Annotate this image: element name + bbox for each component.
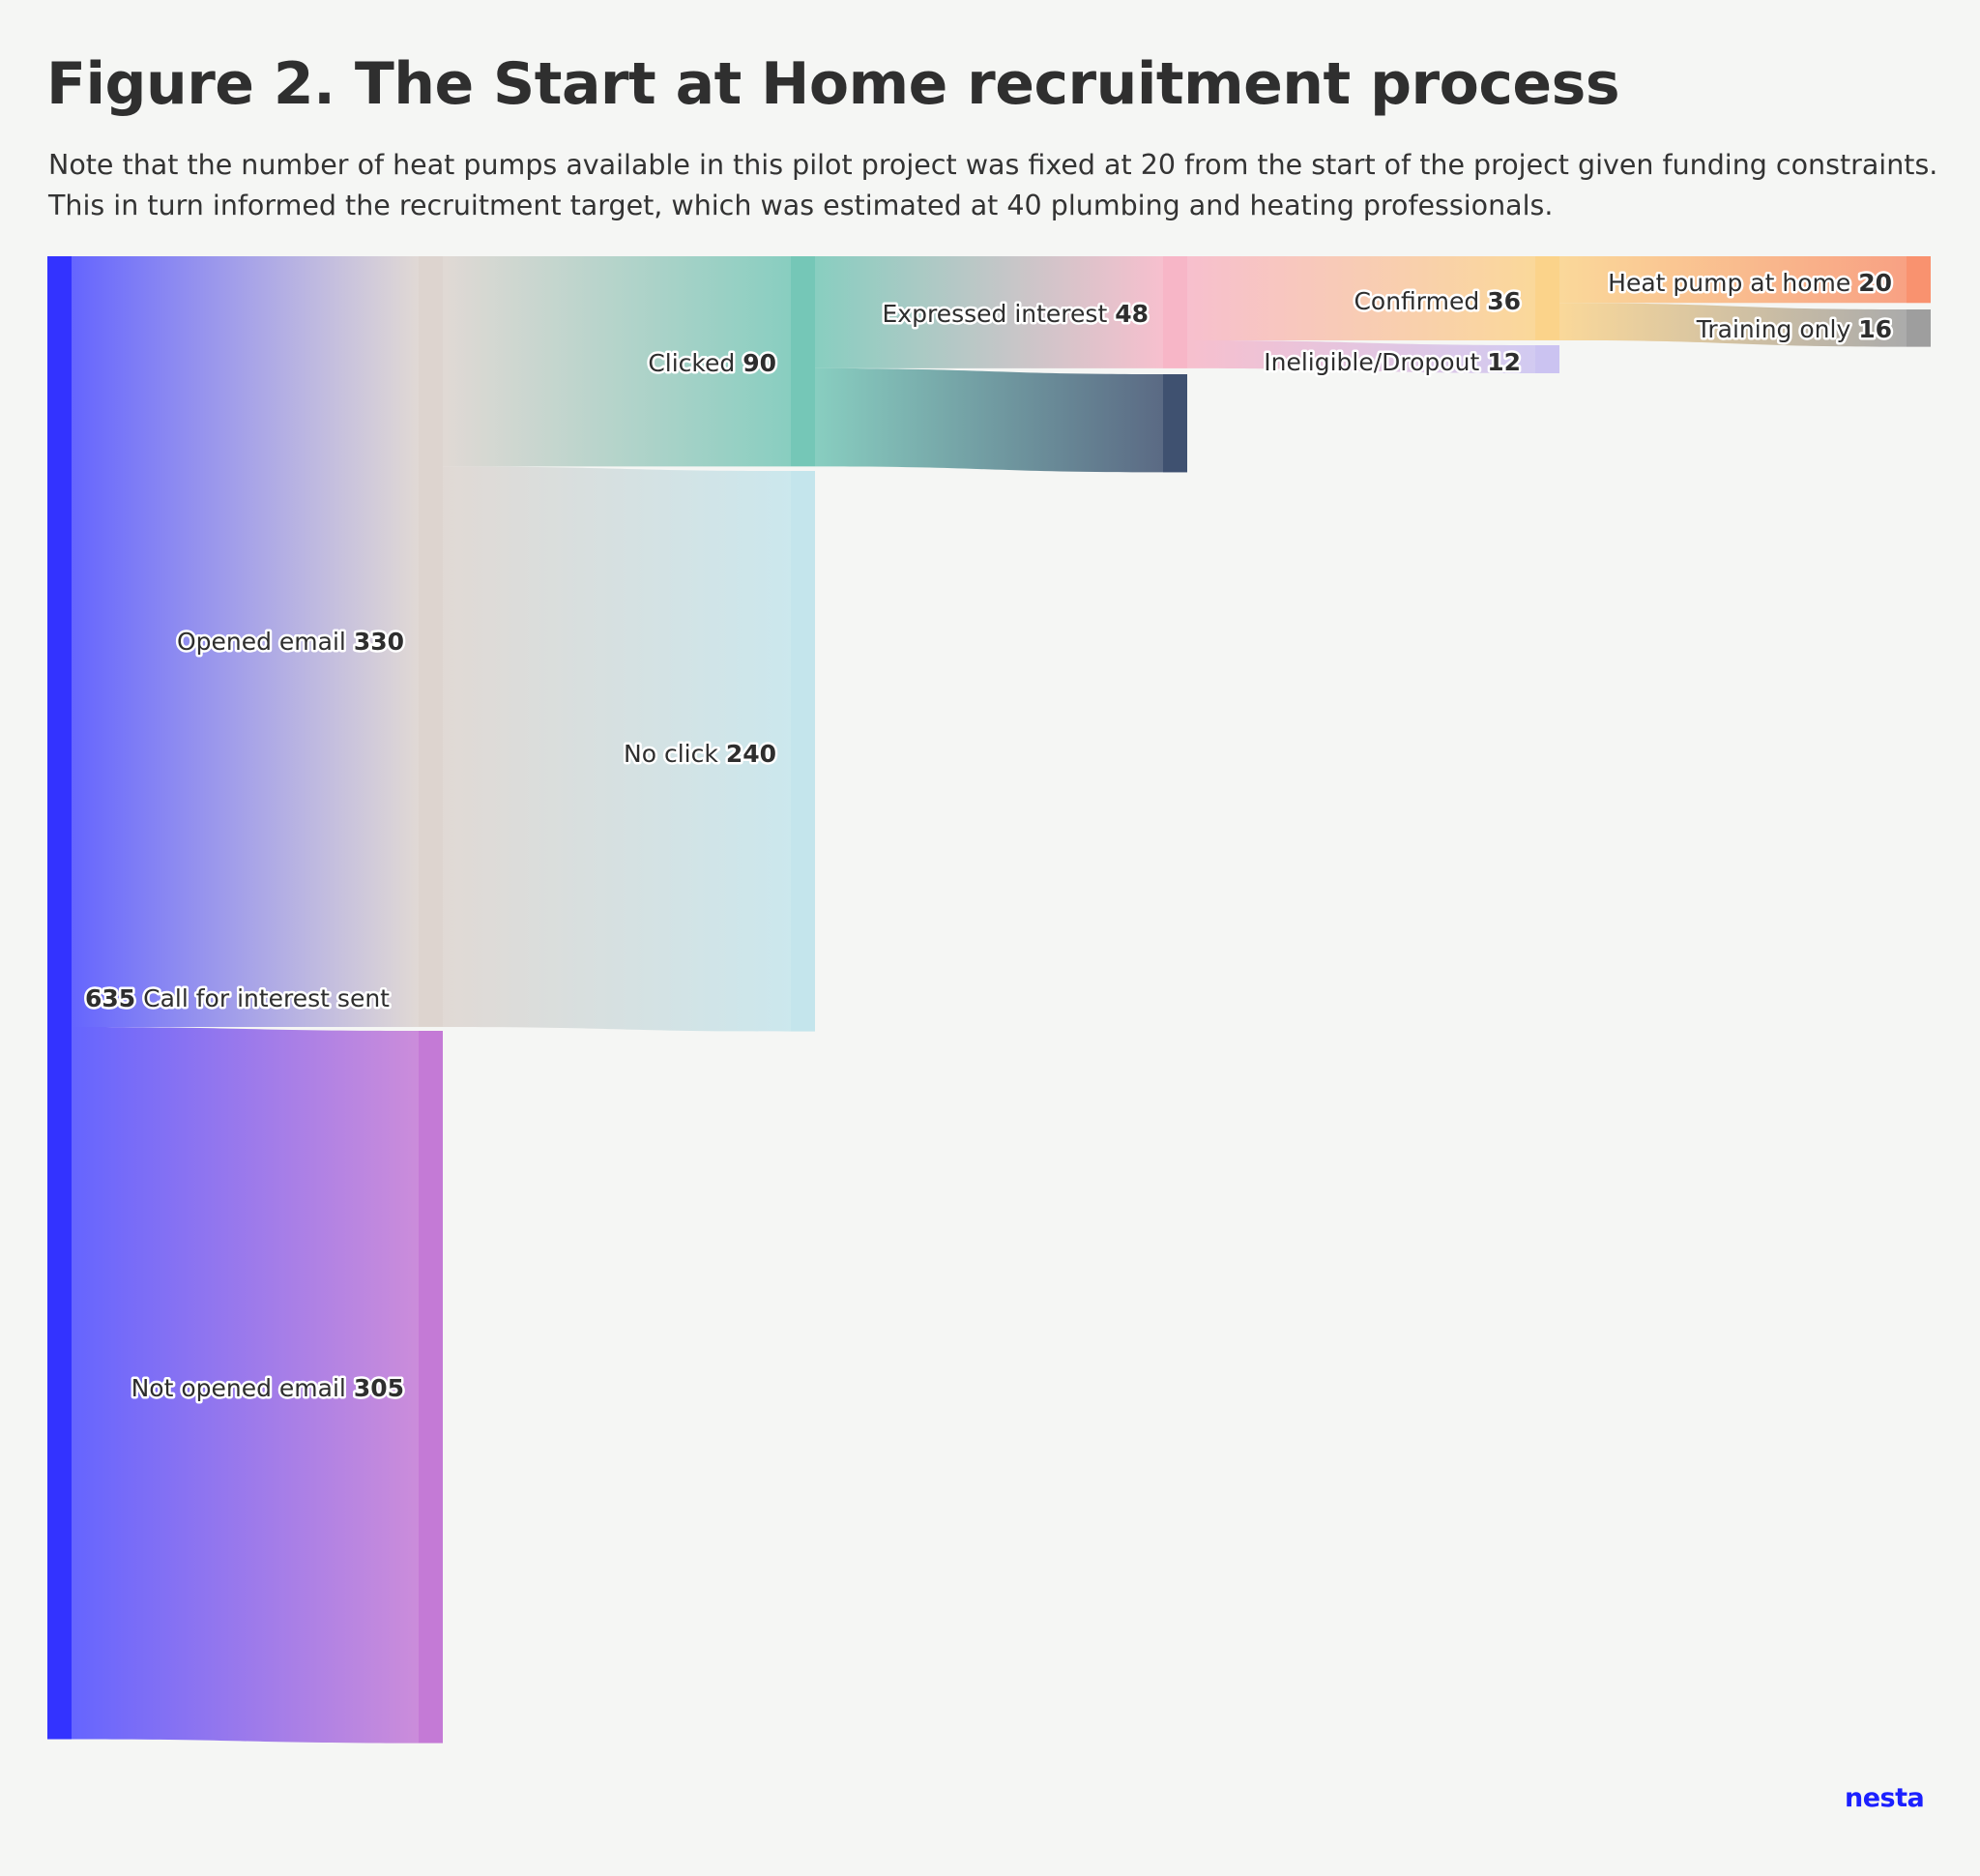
label-text: Opened email [177,628,346,656]
label-value: 305 [354,1374,404,1402]
label-value: 240 [726,740,776,768]
node-training [1907,309,1931,347]
chart-title: Figure 2. The Start at Home recruitment … [46,50,1620,118]
label-value: 36 [1487,287,1521,315]
labels-layer: 635 Call for interest sent Opened email 3… [83,267,1895,1405]
nodes-layer [47,256,1931,1744]
label-text: No click [624,740,718,768]
label-clicked: Clicked 90 [648,349,776,377]
node-heatpump [1907,256,1931,304]
node-clicked [791,256,815,467]
label-text: Expressed interest [883,300,1108,328]
chart-subtitle: Note that the number of heat pumps avail… [48,149,1938,221]
label-value: 12 [1487,348,1521,376]
nesta-logo: nesta [1845,1783,1925,1813]
link-interest-to-confirmed [1187,256,1535,340]
node-opened [419,256,443,1027]
links-layer [72,256,1907,1744]
link-sent-to-not_opened [72,1026,419,1744]
link-clicked-to-no_interest [815,367,1163,473]
label-interest: Expressed interest 48 [883,300,1149,328]
label-value: 635 [85,984,135,1012]
link-opened-to-no_click [443,466,791,1032]
label-not-opened: Not opened email 305 [131,1374,404,1402]
label-text: Clicked [648,349,735,377]
label-dropout: Ineligible/Dropout 12 [1264,348,1521,376]
label-text: Heat pump at home [1608,269,1850,297]
label-no-click: No click 240 [624,740,776,768]
label-value: 16 [1858,315,1892,343]
link-opened-to-clicked [443,256,791,467]
node-no-click [791,471,815,1032]
label-confirmed: Confirmed 36 [1354,287,1521,315]
label-text: Confirmed [1354,287,1479,315]
label-value: 20 [1858,269,1892,297]
label-text: Ineligible/Dropout [1264,348,1479,376]
label-training: Training only 16 [1696,315,1892,343]
label-text: Training only [1696,315,1851,343]
label-opened: Opened email 330 [177,628,404,656]
link-confirmed-to-heatpump [1559,256,1907,304]
link-clicked-to-interest [815,256,1163,368]
label-heatpump: Heat pump at home 20 [1608,269,1892,297]
label-text: Not opened email [131,1374,346,1402]
link-sent-to-opened [72,256,419,1027]
label-value: 330 [354,628,404,656]
node-confirmed [1535,256,1559,340]
label-value: 48 [1115,300,1149,328]
node-not-opened [419,1031,443,1744]
label-value: 90 [742,349,776,377]
link-interest-to-dropout [1187,339,1535,373]
node-no-interest [1163,374,1187,473]
node-interest [1163,256,1187,368]
label-sent: 635 Call for interest sent [85,984,390,1012]
node-dropout [1535,345,1559,373]
node-sent [47,256,72,1740]
link-confirmed-to-training [1559,303,1907,347]
label-text: Call for interest sent [143,984,390,1012]
